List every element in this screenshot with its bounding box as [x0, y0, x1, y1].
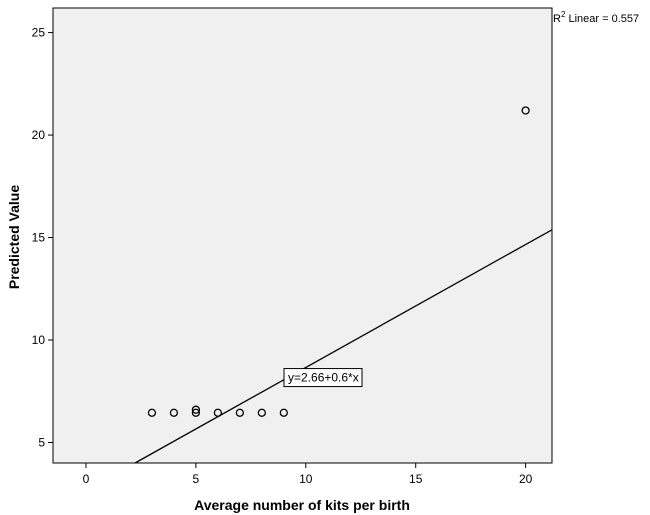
equation-label: y=2.66+0.6*x [288, 371, 359, 385]
fit-line [134, 229, 553, 464]
x-tick-label: 0 [83, 472, 90, 486]
data-points [147, 106, 530, 417]
x-tick-label: 15 [409, 472, 423, 486]
data-point [257, 408, 266, 417]
data-point [521, 106, 530, 115]
x-tick-label: 10 [299, 472, 313, 486]
data-point [213, 408, 223, 417]
y-tick-label: 20 [32, 128, 46, 142]
fit-line-group: y=2.66+0.6*x [134, 229, 553, 464]
data-point [147, 408, 157, 417]
x-axis-title: Average number of kits per birth [194, 497, 410, 513]
data-point [279, 408, 288, 417]
x-axis: 0 5 10 15 20 [83, 463, 533, 486]
y-axis-title: Predicted Value [6, 185, 22, 289]
plot-area [52, 7, 553, 464]
y-tick-label: 10 [32, 333, 46, 347]
data-point [235, 408, 245, 417]
data-point [169, 408, 179, 417]
y-axis: 5 10 15 20 25 [32, 26, 53, 450]
x-tick-label: 5 [193, 472, 200, 486]
data-point [191, 405, 201, 414]
r2-label: R2 Linear = 0.557 [553, 10, 639, 25]
equation-box [283, 368, 363, 388]
y-tick-label: 15 [32, 231, 46, 245]
data-point [191, 408, 201, 417]
y-tick-label: 5 [38, 436, 45, 450]
x-tick-label: 20 [519, 472, 533, 486]
y-tick-label: 25 [32, 26, 46, 40]
